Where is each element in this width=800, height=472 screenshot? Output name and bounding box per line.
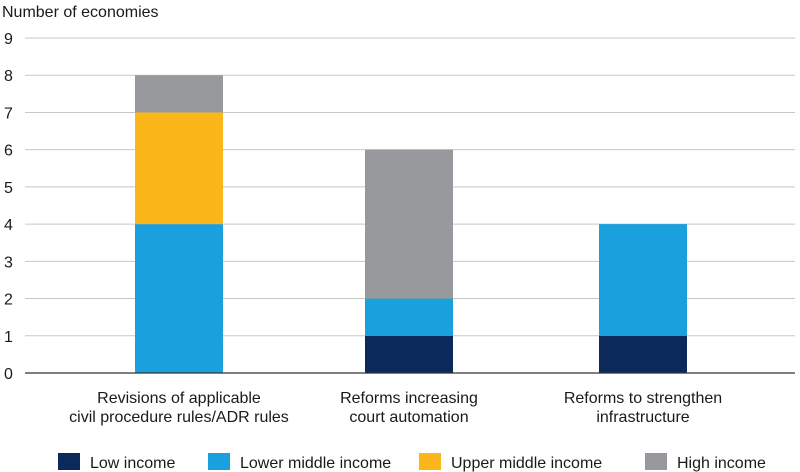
y-tick-label: 8 xyxy=(4,68,13,85)
legend-label: High income xyxy=(677,455,766,472)
category-labels: Revisions of applicable civil procedure r… xyxy=(69,390,722,426)
legend-swatch xyxy=(419,453,441,470)
legend-label: Low income xyxy=(90,455,175,472)
category-label: Revisions of applicable xyxy=(97,390,261,407)
bar-segment xyxy=(599,224,687,336)
bar-segment xyxy=(365,149,453,299)
legend-swatch xyxy=(645,453,667,470)
category-label: civil procedure rules/ADR rules xyxy=(69,409,289,426)
bar-segment xyxy=(365,298,453,336)
category-label: Reforms to strengthen xyxy=(564,390,722,407)
bar-segment xyxy=(599,335,687,373)
category-label: court automation xyxy=(349,409,468,426)
legend-swatch xyxy=(58,453,80,470)
y-tick-label: 2 xyxy=(4,292,13,309)
y-tick-label: 0 xyxy=(4,366,13,383)
y-tick-label: 6 xyxy=(4,143,13,160)
bar-segment xyxy=(135,112,223,225)
y-tick-labels: 0 1 2 3 4 5 6 7 8 9 xyxy=(4,31,13,383)
y-axis-title: Number of economies xyxy=(2,4,159,21)
legend-label: Upper middle income xyxy=(451,455,602,472)
legend-swatch xyxy=(208,453,230,470)
y-tick-label: 7 xyxy=(4,105,13,122)
y-tick-label: 3 xyxy=(4,254,13,271)
y-tick-label: 5 xyxy=(4,180,13,197)
y-tick-label: 9 xyxy=(4,31,13,48)
bars xyxy=(135,75,687,373)
bar-segment xyxy=(135,75,223,113)
bar-segment xyxy=(135,224,223,373)
legend: Low income Lower middle income Upper middl… xyxy=(58,453,766,472)
bar-segment xyxy=(365,335,453,373)
category-label: infrastructure xyxy=(596,409,689,426)
legend-label: Lower middle income xyxy=(240,455,391,472)
category-label: Reforms increasing xyxy=(340,390,478,407)
y-tick-label: 1 xyxy=(4,329,13,346)
y-tick-label: 4 xyxy=(4,217,13,234)
